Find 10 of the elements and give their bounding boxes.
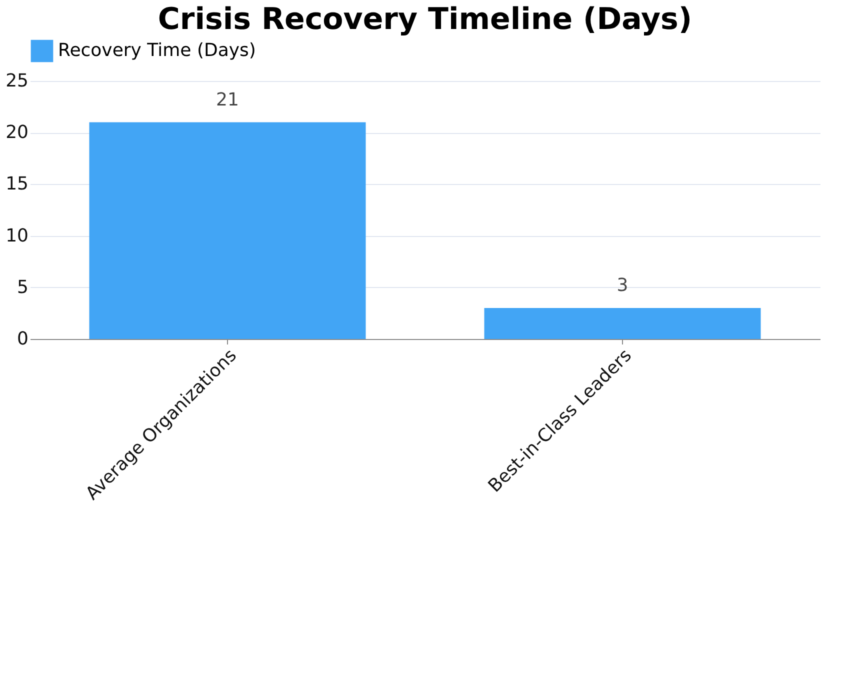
data-label: 21	[216, 89, 239, 110]
y-tick-label: 15	[6, 174, 28, 195]
chart-title: Crisis Recovery Timeline (Days)	[158, 2, 692, 37]
data-label: 3	[616, 275, 628, 296]
y-tick-label: 20	[6, 122, 28, 144]
y-tick-label: 5	[17, 276, 28, 298]
legend-label: Recovery Time (Days)	[58, 40, 256, 61]
y-tick-label: 0	[17, 328, 28, 350]
y-tick-label: 25	[6, 70, 28, 92]
y-tick-label: 10	[6, 225, 28, 246]
